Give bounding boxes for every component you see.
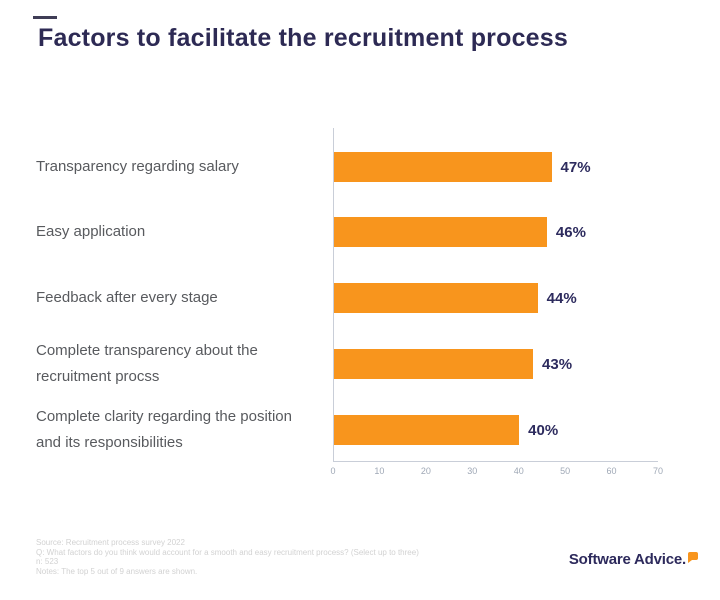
- bar-value-label: 47%: [560, 158, 591, 176]
- x-tick-label: 40: [513, 466, 524, 476]
- bar-clarity-position: [334, 415, 520, 445]
- x-tick-label: 0: [330, 466, 336, 476]
- category-labels: Transparency regarding salary Easy appli…: [36, 128, 306, 468]
- footer-notes: Source: Recruitment process survey 2022 …: [36, 538, 419, 576]
- x-tick-label: 50: [560, 466, 571, 476]
- bar-value-label: 44%: [546, 289, 577, 307]
- bar-value-label: 40%: [528, 421, 559, 439]
- bar-row: 47%: [334, 152, 658, 182]
- x-tick-label: 60: [606, 466, 617, 476]
- bar-feedback-every-stage: [334, 283, 538, 313]
- x-tick-label: 70: [652, 466, 664, 476]
- page-title: Factors to facilitate the recruitment pr…: [38, 24, 568, 52]
- footer-question-line: Q: What factors do you think would accou…: [36, 547, 419, 557]
- x-axis-ticks: 0 10 20 30 40 50 60 70: [330, 466, 663, 480]
- bar-row: 43%: [334, 349, 658, 379]
- bar-row: 44%: [334, 283, 658, 313]
- bar-easy-application: [334, 217, 547, 247]
- category-label: Feedback after every stage: [36, 289, 218, 306]
- x-tick-label: 10: [374, 466, 385, 476]
- software-advice-logo: Software Advice.: [569, 551, 698, 568]
- category-label: Complete clarity regarding the position …: [36, 408, 292, 451]
- category-label: Transparency regarding salary: [36, 158, 239, 175]
- plot-area: 47% 46% 44% 43% 40%: [333, 128, 658, 462]
- bar-row: 40%: [334, 415, 658, 445]
- x-tick-label: 30: [467, 466, 478, 476]
- speech-bubble-icon: [688, 552, 698, 563]
- bar-row: 46%: [334, 217, 658, 247]
- category-label: Easy application: [36, 223, 146, 240]
- x-tick-label: 20: [420, 466, 431, 476]
- bar-value-label: 46%: [555, 223, 586, 241]
- bar-value-label: 43%: [542, 355, 573, 373]
- title-dash-decoration: [33, 16, 57, 19]
- bar-transparency-salary: [334, 152, 552, 182]
- category-label: Complete transparency about the recruitm…: [36, 342, 258, 385]
- footer-source-line: Source: Recruitment process survey 2022: [36, 538, 185, 547]
- bar-transparency-process: [334, 349, 534, 379]
- footer-notes-line: Notes: The top 5 out of 9 answers are sh…: [36, 566, 198, 576]
- footer-sample-line: n: 523: [36, 557, 59, 567]
- logo-text: Software Advice.: [568, 551, 686, 568]
